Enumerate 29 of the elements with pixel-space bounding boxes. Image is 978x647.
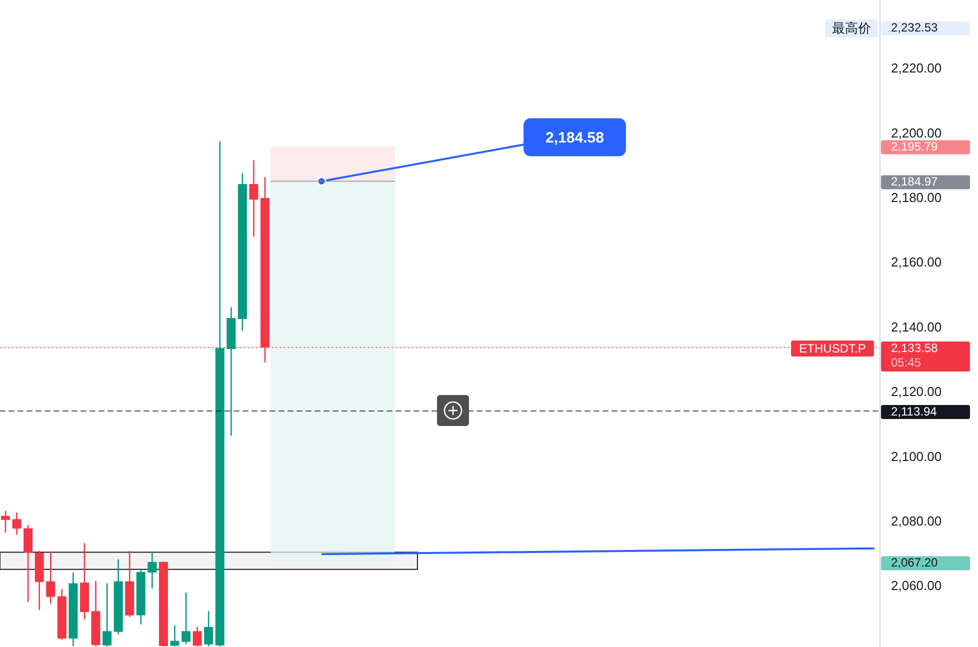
y-tick-label: 2,200.00 bbox=[891, 125, 942, 140]
annotation: ETHUSDT.P bbox=[799, 342, 866, 356]
y-tick-label: 2,140.00 bbox=[891, 319, 942, 334]
y-tick-label: 2,100.00 bbox=[891, 448, 942, 464]
candlestick bbox=[148, 551, 157, 590]
ref-line-label: 2,133.58 bbox=[891, 340, 938, 355]
candlestick bbox=[46, 551, 56, 604]
y-tick-label: 2,080.00 bbox=[891, 513, 942, 528]
y-tick-label: 2,220.00 bbox=[891, 60, 942, 76]
y-tick-label: 2,180.00 bbox=[891, 190, 942, 205]
ref-line-label: 2,113.94 bbox=[891, 404, 938, 418]
annotation: 2,184.58 bbox=[546, 129, 604, 146]
candlestick bbox=[182, 592, 191, 645]
candlestick bbox=[170, 624, 180, 647]
candlestick bbox=[12, 512, 22, 536]
candlestick bbox=[102, 582, 112, 647]
candlestick bbox=[192, 626, 202, 647]
candlestick bbox=[204, 610, 214, 647]
candlestick bbox=[1, 510, 10, 534]
candlestick bbox=[249, 159, 258, 238]
y-tick-label: 2,060.00 bbox=[891, 578, 942, 594]
text: 2,195.79 bbox=[891, 140, 938, 154]
annotation: 最高价 bbox=[832, 20, 871, 36]
y-tick-label: 2,160.00 bbox=[891, 254, 942, 270]
y-tick-label: 2,120.00 bbox=[891, 384, 942, 400]
text: 2,067.20 bbox=[891, 556, 938, 570]
text: 05:45 bbox=[891, 356, 922, 370]
text: 2,184.97 bbox=[891, 174, 938, 189]
text: 2,232.53 bbox=[891, 20, 938, 35]
